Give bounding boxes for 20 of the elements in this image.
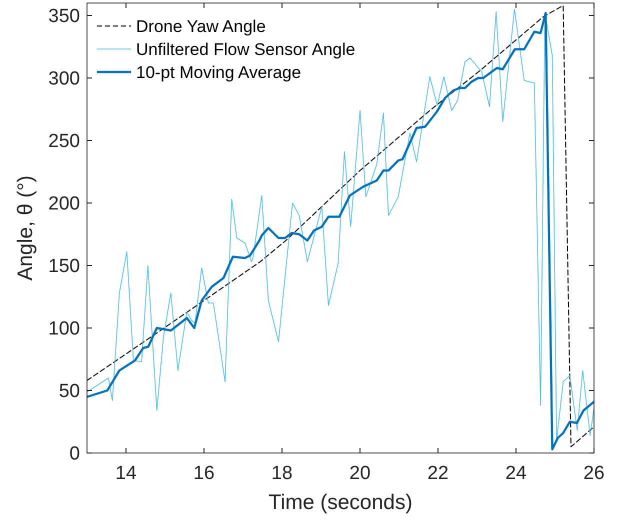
x-tick-label: 20 [349,463,371,484]
x-tick-label: 18 [271,463,293,484]
x-tick-label: 26 [583,463,605,484]
y-tick-label: 300 [48,68,80,90]
y-tick-label: 200 [48,194,80,215]
y-tick-label: 0 [69,444,80,465]
y-tick-label: 350 [48,6,80,28]
legend-label: Drone Yaw Angle [136,16,266,36]
x-tick-label: 22 [427,463,449,484]
x-tick-label: 24 [505,463,527,484]
y-tick-label: 50 [58,381,80,402]
legend-label: Unfiltered Flow Sensor Angle [136,40,356,59]
y-tick-label: 250 [48,131,80,152]
legend-label: 10-pt Moving Average [136,62,302,82]
y-axis-title: Angle, θ (°) [14,175,37,281]
x-tick-label: 14 [115,463,137,484]
y-tick-label: 150 [48,256,80,278]
y-tick-label: 100 [48,318,80,340]
x-axis-title: Time (seconds) [268,491,412,514]
x-tick-label: 16 [193,463,215,484]
